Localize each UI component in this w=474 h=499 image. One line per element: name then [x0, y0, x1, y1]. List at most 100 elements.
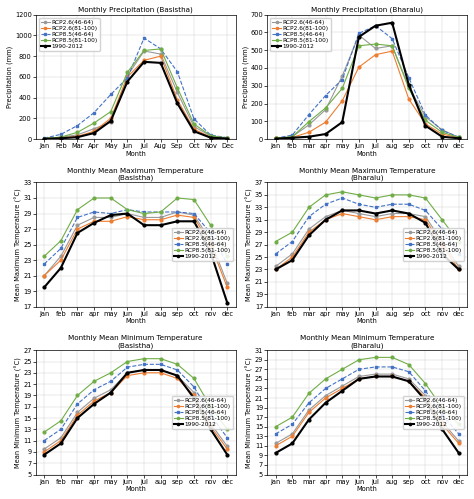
- RCP2.6(46-64): [191, 390, 197, 396]
- RCP2.6(81-100): [356, 214, 362, 220]
- RCP2.6(81-100): [290, 254, 295, 260]
- RCP2.6(81-100): [41, 449, 47, 455]
- RCP8.5(81-100): [174, 361, 180, 367]
- 1990-2012: [208, 135, 213, 141]
- Title: Monthly Precipitation (Bharalu): Monthly Precipitation (Bharalu): [311, 7, 423, 13]
- RCP2.6(46-64): [273, 263, 279, 269]
- 1990-2012: [125, 370, 130, 376]
- RCP2.6(46-64): [125, 73, 130, 79]
- RCP8.5(81-100): [125, 358, 130, 364]
- Line: RCP8.5(46-64): RCP8.5(46-64): [274, 24, 460, 140]
- RCP8.5(81-100): [58, 134, 64, 140]
- RCP8.5(46-64): [373, 23, 378, 29]
- RCP2.6(46-64): [356, 211, 362, 217]
- RCP2.6(46-64): [439, 419, 445, 425]
- RCP2.6(81-100): [389, 214, 395, 220]
- RCP2.6(46-64): [158, 367, 164, 373]
- RCP8.5(81-100): [208, 222, 213, 228]
- Line: RCP8.5(81-100): RCP8.5(81-100): [274, 42, 460, 140]
- RCP2.6(46-64): [423, 114, 428, 120]
- RCP8.5(46-64): [290, 132, 295, 138]
- RCP2.6(81-100): [423, 121, 428, 127]
- Line: RCP2.6(81-100): RCP2.6(81-100): [274, 375, 460, 447]
- 1990-2012: [356, 208, 362, 214]
- RCP2.6(46-64): [456, 438, 462, 444]
- RCP8.5(46-64): [141, 361, 147, 367]
- RCP8.5(81-100): [174, 85, 180, 91]
- 1990-2012: [456, 266, 462, 272]
- RCP2.6(46-64): [406, 376, 411, 382]
- RCP2.6(46-64): [323, 393, 328, 399]
- RCP8.5(81-100): [125, 69, 130, 75]
- RCP2.6(81-100): [439, 421, 445, 427]
- RCP8.5(46-64): [174, 367, 180, 373]
- RCP2.6(46-64): [273, 135, 279, 141]
- RCP8.5(46-64): [389, 201, 395, 207]
- 1990-2012: [373, 211, 378, 217]
- RCP8.5(81-100): [356, 192, 362, 198]
- RCP2.6(46-64): [58, 134, 64, 140]
- RCP2.6(46-64): [141, 215, 147, 221]
- 1990-2012: [158, 222, 164, 228]
- RCP2.6(46-64): [439, 239, 445, 245]
- RCP2.6(81-100): [158, 217, 164, 223]
- 1990-2012: [158, 60, 164, 66]
- RCP2.6(46-64): [456, 263, 462, 269]
- RCP2.6(81-100): [158, 370, 164, 376]
- RCP2.6(46-64): [91, 126, 97, 132]
- 1990-2012: [323, 217, 328, 223]
- RCP2.6(81-100): [174, 212, 180, 218]
- RCP2.6(81-100): [290, 433, 295, 439]
- Line: RCP8.5(46-64): RCP8.5(46-64): [43, 36, 228, 140]
- RCP2.6(81-100): [108, 390, 114, 396]
- RCP2.6(81-100): [456, 266, 462, 272]
- RCP2.6(81-100): [306, 409, 312, 415]
- RCP2.6(46-64): [158, 215, 164, 221]
- RCP2.6(81-100): [373, 217, 378, 223]
- RCP2.6(81-100): [406, 214, 411, 220]
- 1990-2012: [141, 222, 147, 228]
- Line: RCP8.5(46-64): RCP8.5(46-64): [274, 197, 460, 255]
- 1990-2012: [406, 211, 411, 217]
- Title: Monthly Mean Minimum Temperature
(Bharalu): Monthly Mean Minimum Temperature (Bharal…: [300, 335, 435, 349]
- 1990-2012: [290, 441, 295, 447]
- RCP2.6(81-100): [356, 376, 362, 382]
- RCP2.6(46-64): [224, 135, 230, 141]
- RCP8.5(81-100): [339, 366, 345, 372]
- Y-axis label: Mean Maximum Temperature (°C): Mean Maximum Temperature (°C): [246, 188, 253, 301]
- RCP2.6(81-100): [323, 217, 328, 223]
- RCP8.5(46-64): [158, 209, 164, 215]
- RCP2.6(81-100): [74, 226, 80, 232]
- RCP2.6(46-64): [373, 45, 378, 51]
- RCP8.5(46-64): [339, 195, 345, 201]
- RCP2.6(81-100): [125, 373, 130, 379]
- RCP2.6(81-100): [439, 242, 445, 248]
- RCP8.5(46-64): [273, 251, 279, 257]
- Title: Monthly Mean Minimum Temperature
(Basistha): Monthly Mean Minimum Temperature (Basist…: [68, 335, 203, 349]
- 1990-2012: [91, 401, 97, 407]
- RCP8.5(81-100): [273, 239, 279, 245]
- X-axis label: Month: Month: [125, 486, 146, 492]
- Line: RCP8.5(81-100): RCP8.5(81-100): [43, 357, 228, 434]
- 1990-2012: [74, 230, 80, 236]
- 1990-2012: [41, 136, 47, 142]
- RCP8.5(81-100): [141, 211, 147, 217]
- RCP8.5(46-64): [74, 123, 80, 129]
- RCP8.5(46-64): [423, 208, 428, 214]
- RCP8.5(46-64): [74, 215, 80, 221]
- RCP8.5(46-64): [456, 251, 462, 257]
- RCP8.5(81-100): [423, 195, 428, 201]
- RCP2.6(46-64): [406, 211, 411, 217]
- RCP8.5(46-64): [58, 131, 64, 137]
- RCP8.5(81-100): [273, 424, 279, 430]
- 1990-2012: [191, 218, 197, 224]
- RCP2.6(81-100): [306, 129, 312, 135]
- 1990-2012: [224, 452, 230, 458]
- RCP8.5(81-100): [41, 253, 47, 259]
- 1990-2012: [423, 220, 428, 226]
- RCP8.5(81-100): [41, 429, 47, 435]
- RCP8.5(46-64): [323, 385, 328, 391]
- 1990-2012: [339, 119, 345, 125]
- 1990-2012: [91, 220, 97, 226]
- RCP8.5(46-64): [306, 400, 312, 406]
